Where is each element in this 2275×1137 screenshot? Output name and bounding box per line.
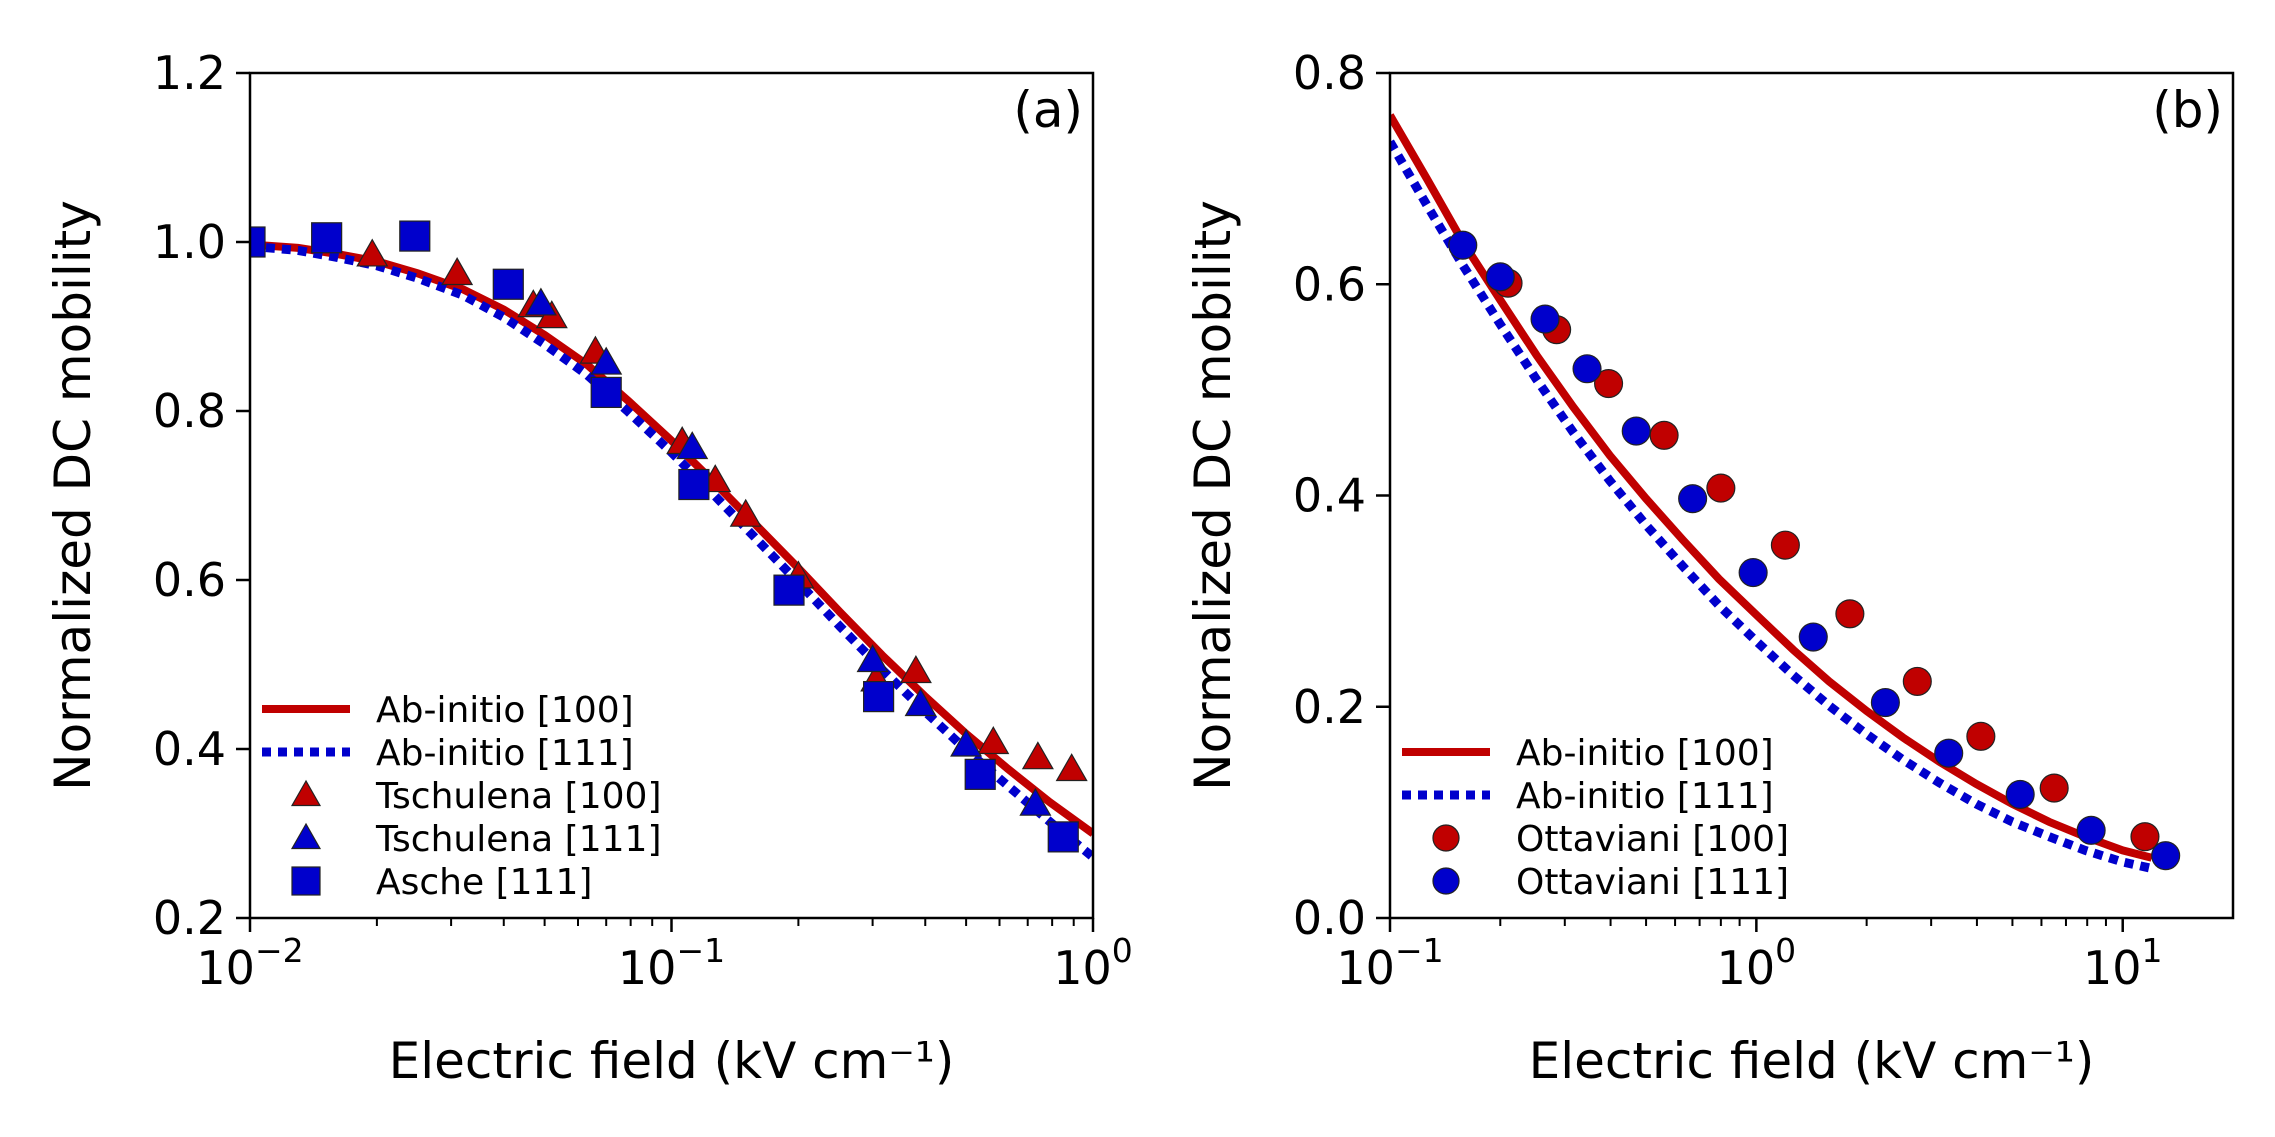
data-point-square: [863, 681, 895, 713]
data-point-triangle: [856, 644, 889, 673]
x-tick-label: 10−2: [196, 931, 303, 995]
y-axis-title: Normalized DC mobility: [44, 200, 102, 791]
y-tick-label: 0.4: [1293, 469, 1366, 523]
legend-label: Ab-initio [100]: [376, 690, 634, 731]
legend-handle: [1432, 867, 1460, 895]
data-point-circle: [1448, 230, 1478, 260]
y-tick-label: 0.8: [1293, 46, 1366, 100]
x-tick-label: 101: [2083, 931, 2163, 995]
data-point-circle: [1770, 530, 1800, 560]
data-point-circle: [2151, 841, 2181, 871]
data-point-circle: [1966, 721, 1996, 751]
legend-handle: [290, 822, 322, 850]
data-point-triangle: [1021, 741, 1054, 770]
y-tick-label: 0.6: [1293, 257, 1366, 311]
legend-label: Tschulena [111]: [375, 819, 662, 860]
legend-label: Ab-initio [100]: [1516, 733, 1774, 774]
data-point-triangle: [950, 728, 983, 757]
legend-label: Ottaviani [111]: [1516, 862, 1789, 903]
y-tick-label: 0.2: [1293, 680, 1366, 734]
legend-label: Ab-initio [111]: [376, 733, 634, 774]
panel-label: (a): [1013, 81, 1083, 139]
data-point-circle: [1902, 666, 1932, 696]
data-point-circle: [1485, 262, 1515, 292]
data-point-square: [311, 222, 343, 254]
data-point-triangle: [904, 688, 937, 717]
axes-frame: [248, 71, 1095, 920]
data-point-triangle: [1019, 787, 1052, 816]
panel-b: 10−1 100 101 0.0 0.2 0.4 0.6 0.8 (b) Electric fie…: [1184, 46, 2235, 1090]
data-point-square: [399, 220, 431, 252]
x-axis-title: Electric field (kV cm⁻¹): [389, 1032, 955, 1090]
axes-frame: [1388, 71, 2235, 920]
y-axis-title: Normalized DC mobility: [1184, 200, 1242, 791]
data-point-circle: [2130, 822, 2160, 852]
legend-label: Ottaviani [100]: [1516, 819, 1789, 860]
data-point-square: [250, 226, 266, 258]
y-tick-label: 1.2: [153, 46, 226, 100]
y-tick-label: 0.6: [153, 553, 226, 607]
data-point-triangle: [729, 498, 762, 527]
data-point-circle: [1934, 738, 1964, 768]
data-point-square: [678, 468, 710, 501]
series-line-ab-initio-100: [250, 240, 1093, 837]
data-point-circle: [1798, 622, 1828, 652]
data-point-circle: [1594, 368, 1624, 399]
data-point-triangle: [524, 287, 557, 316]
panel-a: 10−2 10−1 100 0.2 0.4 0.6 0.8 1.0 1.2 (a) Electric…: [44, 46, 1133, 1090]
data-point-square: [492, 268, 524, 300]
data-point-triangle: [441, 257, 474, 286]
data-point-circle: [1621, 416, 1651, 446]
data-point-circle: [2076, 815, 2106, 845]
data-point-circle: [2005, 779, 2035, 809]
data-point-circle: [1706, 473, 1736, 503]
series-line-ab-initio-111: [1390, 139, 2153, 873]
series-line-ab-initio-100: [1390, 113, 2153, 862]
x-tick-label: 100: [1053, 931, 1133, 995]
legend-handle: [291, 866, 321, 896]
data-point-circle: [1530, 304, 1560, 334]
plot-area: [1390, 113, 2181, 873]
data-point-circle: [1738, 558, 1768, 588]
plot-area: [250, 220, 1093, 861]
legend: Ab-initio [100]Ab-initio [111]Ottaviani …: [1402, 733, 1789, 903]
data-point-circle: [1649, 420, 1679, 450]
y-tick-label: 1.0: [153, 215, 226, 269]
legend: Ab-initio [100]Ab-initio [111]Tschulena …: [262, 690, 662, 903]
data-point-triangle: [899, 655, 932, 684]
data-point-circle: [2039, 773, 2069, 803]
panel-label: (b): [2152, 81, 2223, 139]
legend-label: Ab-initio [111]: [1516, 776, 1774, 817]
data-point-triangle: [676, 431, 709, 460]
data-point-square: [1047, 821, 1079, 853]
data-point-triangle: [590, 346, 623, 375]
x-tick-label: 100: [1717, 931, 1797, 995]
data-point-square: [773, 574, 805, 606]
data-point-triangle: [356, 238, 389, 267]
x-tick-label: 10−1: [1336, 931, 1443, 995]
legend-handle: [1432, 824, 1460, 852]
y-tick-label: 0.0: [1293, 891, 1366, 945]
y-tick-label: 0.8: [153, 384, 226, 438]
legend-label: Tschulena [100]: [375, 776, 662, 817]
data-point-triangle: [1055, 753, 1088, 782]
y-tick-label: 0.2: [153, 891, 226, 945]
legend-label: Asche [111]: [376, 862, 592, 903]
data-point-triangle: [977, 726, 1010, 755]
data-point-square: [964, 758, 996, 790]
data-point-circle: [1870, 687, 1900, 718]
data-point-circle: [1835, 599, 1865, 629]
y-tick-label: 0.4: [153, 722, 226, 776]
data-point-square: [590, 376, 622, 409]
data-point-circle: [1678, 484, 1708, 514]
legend-handle: [290, 779, 322, 807]
data-point-circle: [1572, 354, 1602, 384]
x-axis-title: Electric field (kV cm⁻¹): [1529, 1032, 2095, 1090]
x-tick-label: 10−1: [618, 931, 725, 995]
